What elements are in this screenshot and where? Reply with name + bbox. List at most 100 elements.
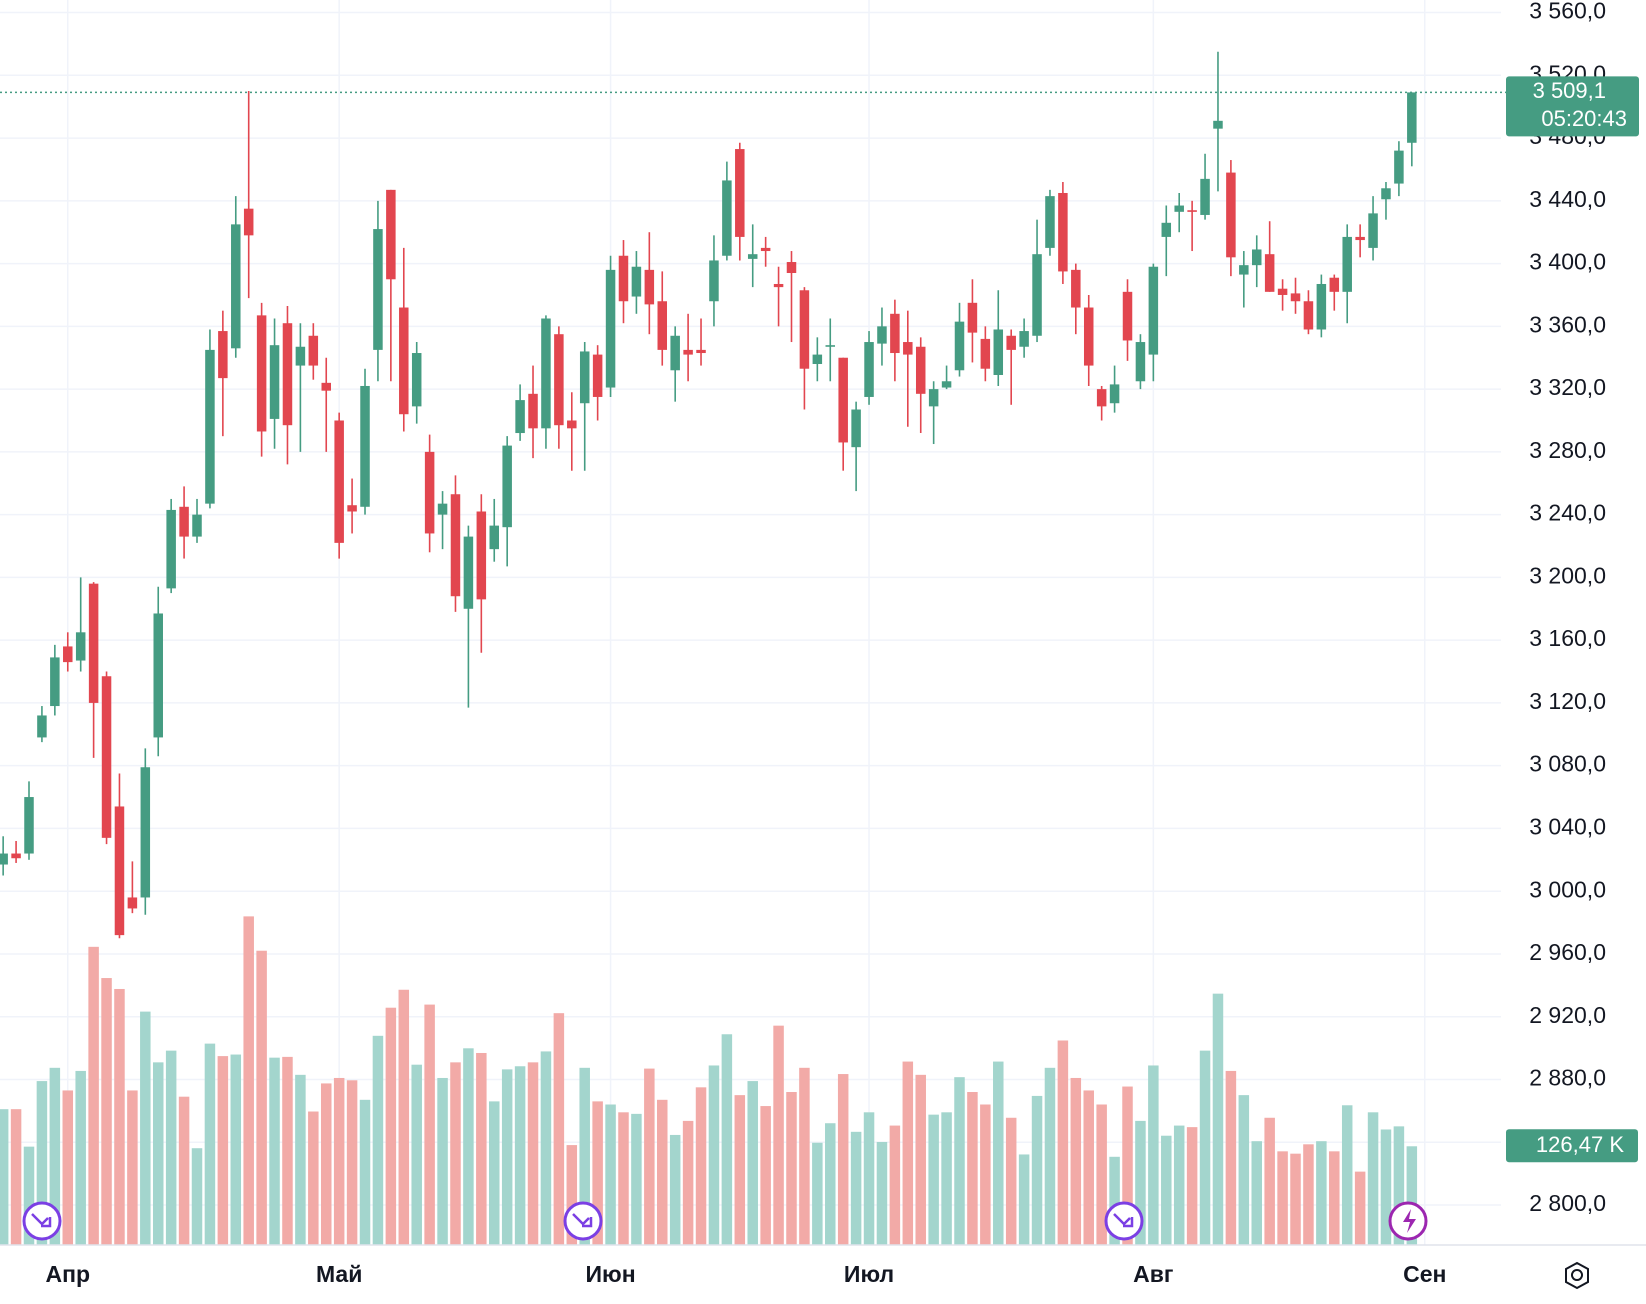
volume-bar xyxy=(1148,1065,1159,1245)
volume-bar xyxy=(1096,1104,1107,1245)
candle-body xyxy=(683,349,693,355)
volume-bar xyxy=(165,1050,177,1245)
candle-body xyxy=(1045,196,1055,248)
candle-body xyxy=(256,315,267,432)
volume-bar xyxy=(669,1134,681,1245)
volume-bar xyxy=(1212,993,1224,1245)
volume-bar xyxy=(308,1111,319,1245)
x-tick-label: Апр xyxy=(45,1261,90,1287)
volume-bar xyxy=(1380,1129,1392,1245)
candle-body xyxy=(941,381,952,388)
candle-body xyxy=(269,345,280,419)
volume-bar xyxy=(799,1067,810,1245)
y-tick-label: 3 320,0 xyxy=(1529,374,1606,400)
candle-body xyxy=(399,307,409,415)
y-tick-label: 3 080,0 xyxy=(1529,751,1606,777)
candle-body xyxy=(1213,120,1223,129)
volume-bar xyxy=(954,1077,965,1245)
volume-bar xyxy=(1238,1095,1250,1245)
candle-body xyxy=(24,797,34,854)
candle-body xyxy=(773,283,784,288)
volume-bar xyxy=(191,1148,203,1245)
axis-labels: 2 800,02 840,02 880,02 920,02 960,03 000… xyxy=(45,0,1639,1287)
candle-body xyxy=(1083,307,1094,366)
candle-body xyxy=(63,646,73,663)
candle-body xyxy=(334,420,344,543)
x-tick-label: Сен xyxy=(1403,1261,1446,1287)
volume-bar xyxy=(553,1013,565,1245)
volume-bar xyxy=(876,1141,888,1245)
candle-body xyxy=(489,525,500,550)
x-tick-label: Июн xyxy=(586,1261,636,1287)
candle-body xyxy=(166,509,176,589)
x-tick-label: Июл xyxy=(844,1261,894,1287)
volume-bar xyxy=(114,988,125,1245)
volume-bar xyxy=(230,1054,242,1245)
candle-body xyxy=(980,338,991,369)
candle-body xyxy=(1251,249,1262,266)
volume-bar xyxy=(1251,1141,1262,1245)
candle-body xyxy=(915,346,926,394)
countdown-label: 05:20:43 xyxy=(1541,106,1627,131)
candle-body xyxy=(541,318,551,429)
volume-bar xyxy=(605,1104,616,1245)
candle-body xyxy=(1277,288,1288,295)
candle-body xyxy=(1264,254,1275,292)
volume-bar xyxy=(889,1125,901,1245)
volume-bar xyxy=(1199,1050,1211,1245)
volume-bar xyxy=(1290,1153,1301,1245)
candle-body xyxy=(618,255,629,302)
volume-bar xyxy=(75,1070,86,1245)
candle-body xyxy=(231,224,241,349)
volume-bar xyxy=(837,1074,849,1245)
event-icon[interactable] xyxy=(563,1201,603,1241)
candle-body xyxy=(928,389,939,407)
candle-body xyxy=(1342,236,1352,292)
candle-body xyxy=(205,349,215,504)
event-icon[interactable] xyxy=(1104,1201,1144,1241)
volume-bar xyxy=(928,1114,939,1245)
candle-body xyxy=(218,331,228,379)
candle-body xyxy=(192,514,202,537)
volume-bar xyxy=(23,1146,35,1245)
candle-body xyxy=(450,494,461,597)
event-icons xyxy=(22,1201,1428,1241)
candles xyxy=(0,51,1417,939)
candle-body xyxy=(735,149,745,237)
volume-bar xyxy=(1057,1040,1069,1245)
volume-bar xyxy=(760,1106,771,1245)
candle-body xyxy=(786,262,797,274)
volume-bar xyxy=(333,1077,345,1245)
volume-bar xyxy=(398,989,410,1245)
volume-bar xyxy=(282,1056,293,1245)
volume-bar xyxy=(1329,1151,1340,1245)
volume-bar xyxy=(721,1034,733,1245)
candle-body xyxy=(864,342,874,397)
volume-bar xyxy=(786,1092,797,1245)
volume-bar xyxy=(1005,1117,1017,1245)
x-tick-label: Авг xyxy=(1133,1261,1173,1287)
volume-bar xyxy=(127,1090,138,1245)
volume-bar xyxy=(437,1077,448,1245)
volume-bar xyxy=(825,1123,836,1245)
candle-body xyxy=(476,511,487,600)
y-tick-label: 3 000,0 xyxy=(1529,876,1606,902)
volume-bar xyxy=(450,1062,461,1245)
candle-body xyxy=(1109,384,1120,404)
candle-body xyxy=(1161,222,1172,237)
volume-bar xyxy=(88,946,99,1245)
candle-body xyxy=(1135,342,1146,382)
candle-body xyxy=(1122,291,1133,341)
candle-body xyxy=(75,632,86,661)
volume-bar xyxy=(1406,1146,1418,1245)
settings-icon[interactable] xyxy=(1565,1261,1589,1290)
candle-body xyxy=(463,536,474,609)
volume-bar xyxy=(657,1099,668,1245)
candle-body xyxy=(1096,389,1107,407)
event-icon[interactable] xyxy=(22,1201,62,1241)
volume-bar xyxy=(993,1061,1004,1245)
volume-bar xyxy=(372,1035,384,1245)
candle-body xyxy=(722,180,732,256)
